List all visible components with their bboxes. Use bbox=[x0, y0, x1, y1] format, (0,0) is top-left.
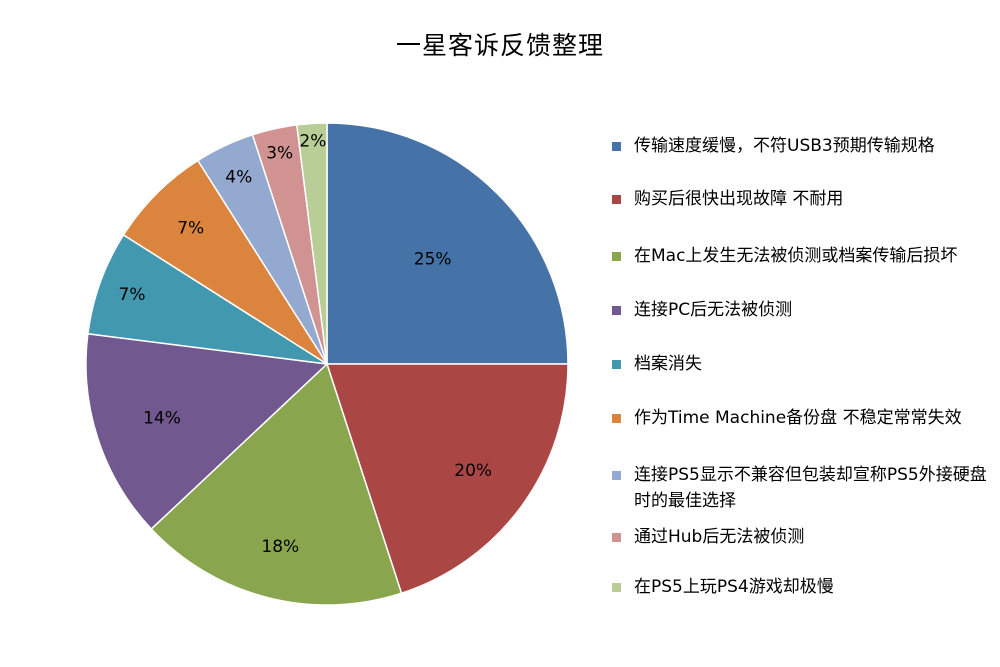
legend-label: 连接PS5显示不兼容但包装却宣称PS5外接硬盘时的最佳选择 bbox=[634, 465, 987, 511]
slice-data-label-6: 7% bbox=[177, 219, 204, 239]
slice-data-label-9: 2% bbox=[299, 131, 326, 151]
legend-label: 在Mac上发生无法被侦测或档案传输后损坏 bbox=[634, 246, 958, 266]
legend-label: 连接PC后无法被侦测 bbox=[634, 300, 793, 320]
pie-slice-9 bbox=[295, 122, 328, 365]
pie-slice-3 bbox=[150, 362, 403, 606]
legend-swatch bbox=[612, 142, 621, 151]
legend-label: 购买后很快出现故障 不耐用 bbox=[634, 189, 844, 209]
legend-swatch bbox=[612, 306, 621, 315]
legend-swatch bbox=[612, 360, 621, 369]
chart-title: 一星客诉反馈整理 bbox=[395, 31, 604, 60]
legend-swatch bbox=[612, 533, 621, 542]
slice-data-label-1: 25% bbox=[414, 249, 452, 269]
legend-swatch bbox=[612, 195, 621, 204]
legend-label: 通过Hub后无法被侦测 bbox=[634, 527, 805, 547]
legend-label: 作为Time Machine备份盘 不稳定常常失效 bbox=[634, 408, 962, 428]
legend-label: 档案消失 bbox=[634, 354, 702, 374]
pie-slice-2 bbox=[325, 363, 569, 595]
pie-slice-4 bbox=[85, 332, 329, 531]
legend-label: 传输速度缓慢，不符USB3预期传输规格 bbox=[634, 136, 935, 156]
legend-label: 在PS5上玩PS4游戏却极慢 bbox=[634, 577, 834, 597]
legend-swatch bbox=[612, 583, 621, 592]
slice-data-label-2: 20% bbox=[454, 461, 492, 481]
pie-slice-5 bbox=[87, 233, 328, 365]
legend-swatch bbox=[612, 414, 621, 423]
legend-swatch bbox=[612, 471, 621, 480]
slice-data-label-7: 4% bbox=[225, 168, 252, 188]
legend-swatch bbox=[612, 252, 621, 261]
slice-data-label-8: 3% bbox=[266, 143, 293, 163]
slice-data-label-3: 18% bbox=[261, 537, 299, 557]
pie-slice-6 bbox=[122, 159, 328, 365]
slice-data-label-5: 7% bbox=[119, 285, 146, 305]
pie-slice-1 bbox=[326, 122, 569, 365]
slice-data-label-4: 14% bbox=[143, 409, 181, 429]
